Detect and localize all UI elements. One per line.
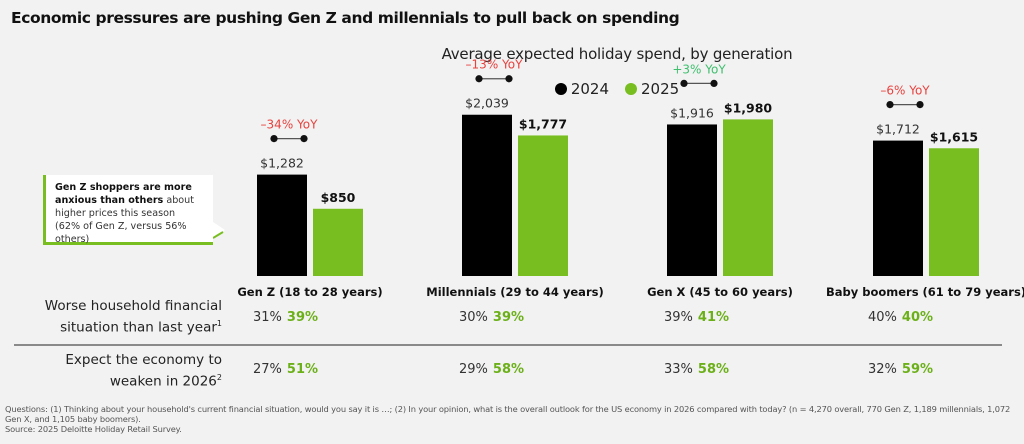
yoy-connector-dot-icon [916, 100, 924, 109]
bar-2024 [257, 174, 307, 276]
category-label: Baby boomers (61 to 79 years) [826, 285, 1024, 299]
data-label-2025: $1,615 [930, 129, 978, 144]
yoy-connector-dot-icon [886, 100, 894, 109]
chart-title: Average expected holiday spend, by gener… [441, 45, 793, 63]
footnote: Questions: (1) Thinking about your house… [5, 404, 1015, 434]
pct-cell: 31% 39% [253, 310, 318, 325]
pct-2025: 40% [901, 310, 934, 325]
yoy-connector-dot-icon [475, 75, 483, 83]
yoy-connector-dot-icon [300, 135, 308, 143]
callout-text: about higher prices this season (62% of … [55, 195, 195, 245]
bar-2025 [313, 208, 363, 276]
row-label-economy-weaken: Expect the economy to weaken in 20262 [0, 352, 222, 391]
pct-2025: 58% [492, 362, 525, 377]
bar-2025 [929, 148, 979, 276]
pct-2025: 41% [697, 310, 730, 325]
bar-2025 [518, 135, 568, 276]
category-label: Gen Z (18 to 28 years) [237, 285, 382, 299]
pct-2024: 39% [664, 310, 693, 325]
row-label-line1: Expect the economy to [65, 352, 222, 368]
bar-2024 [873, 140, 923, 276]
legend: 2024 2025 [0, 80, 1024, 98]
data-label-2024: $1,712 [876, 122, 920, 137]
pct-2025: 39% [286, 310, 319, 325]
legend-item-2025: 2025 [625, 80, 679, 98]
footnote-questions: Questions: (1) Thinking about your house… [5, 404, 1011, 424]
data-label-2025: $1,777 [519, 116, 567, 131]
pct-2024: 33% [664, 362, 693, 377]
row-label-line1: Worse household financial [44, 298, 222, 314]
row-label-line2: weaken in 2026 [109, 373, 217, 390]
data-label-2024: $1,282 [260, 156, 304, 171]
yoy-connector-dot-icon [710, 79, 718, 87]
category-label: Gen X (45 to 60 years) [647, 285, 793, 299]
pct-2025: 39% [492, 310, 525, 325]
pct-2024: 29% [459, 362, 488, 377]
yoy-connector-dot-icon [270, 135, 278, 143]
category-label: Millennials (29 to 44 years) [426, 285, 603, 299]
data-label-2024: $2,039 [465, 96, 509, 111]
pct-cell: 30% 39% [459, 310, 524, 325]
callout-bold-text: Gen Z shoppers are more anxious than oth… [55, 182, 192, 206]
data-label-2025: $850 [321, 190, 356, 205]
pct-2024: 27% [253, 362, 282, 377]
pct-2024: 32% [868, 362, 897, 377]
pct-2025: 59% [901, 362, 934, 377]
legend-label-2025: 2025 [641, 80, 680, 98]
yoy-annotation: +3% YoY [672, 62, 726, 76]
pct-2024: 30% [459, 310, 488, 325]
pct-cell: 32% 59% [868, 362, 933, 377]
yoy-annotation: –34% YoY [261, 118, 319, 132]
data-label-2024: $1,916 [670, 105, 714, 120]
legend-item-2024: 2024 [554, 80, 609, 98]
bar-2024 [462, 114, 512, 276]
legend-dot-2025-icon [625, 83, 637, 95]
row-label-line2: situation than last year [60, 319, 217, 336]
pct-cell: 39% 41% [664, 310, 729, 325]
pct-cell: 40% 40% [868, 310, 933, 325]
row-label-worse-finances: Worse household financial situation than… [0, 298, 222, 337]
bar-2024 [667, 124, 717, 276]
table-divider [14, 344, 1002, 346]
pct-2024: 31% [253, 310, 282, 325]
footnote-mark: 2 [216, 373, 222, 382]
legend-label-2024: 2024 [570, 80, 609, 98]
footnote-mark: 1 [216, 319, 222, 328]
footnote-source: Source: 2025 Deloitte Holiday Retail Sur… [5, 424, 182, 434]
pct-2024: 40% [868, 310, 897, 325]
page-title: Economic pressures are pushing Gen Z and… [11, 9, 680, 27]
legend-dot-2024-icon [554, 83, 567, 95]
yoy-annotation: –6% YoY [880, 84, 930, 98]
pct-2025: 58% [697, 362, 730, 377]
pct-2025: 51% [286, 362, 319, 377]
yoy-connector-dot-icon [680, 79, 688, 87]
pct-cell: 29% 58% [459, 362, 524, 377]
yoy-annotation: –13% YoY [466, 58, 524, 72]
bar-chart: $1,282 $850 Gen Z (18 to 28 years) –34% YoY… [237, 58, 1024, 299]
yoy-connector-dot-icon [505, 75, 513, 83]
pct-cell: 33% 58% [664, 362, 729, 377]
callout-box: Gen Z shoppers are more anxious than oth… [43, 175, 213, 245]
pct-cell: 27% 51% [253, 362, 318, 377]
bar-2025 [723, 119, 773, 277]
data-label-2025: $1,980 [724, 100, 773, 115]
callout-pointer-icon [213, 222, 225, 239]
